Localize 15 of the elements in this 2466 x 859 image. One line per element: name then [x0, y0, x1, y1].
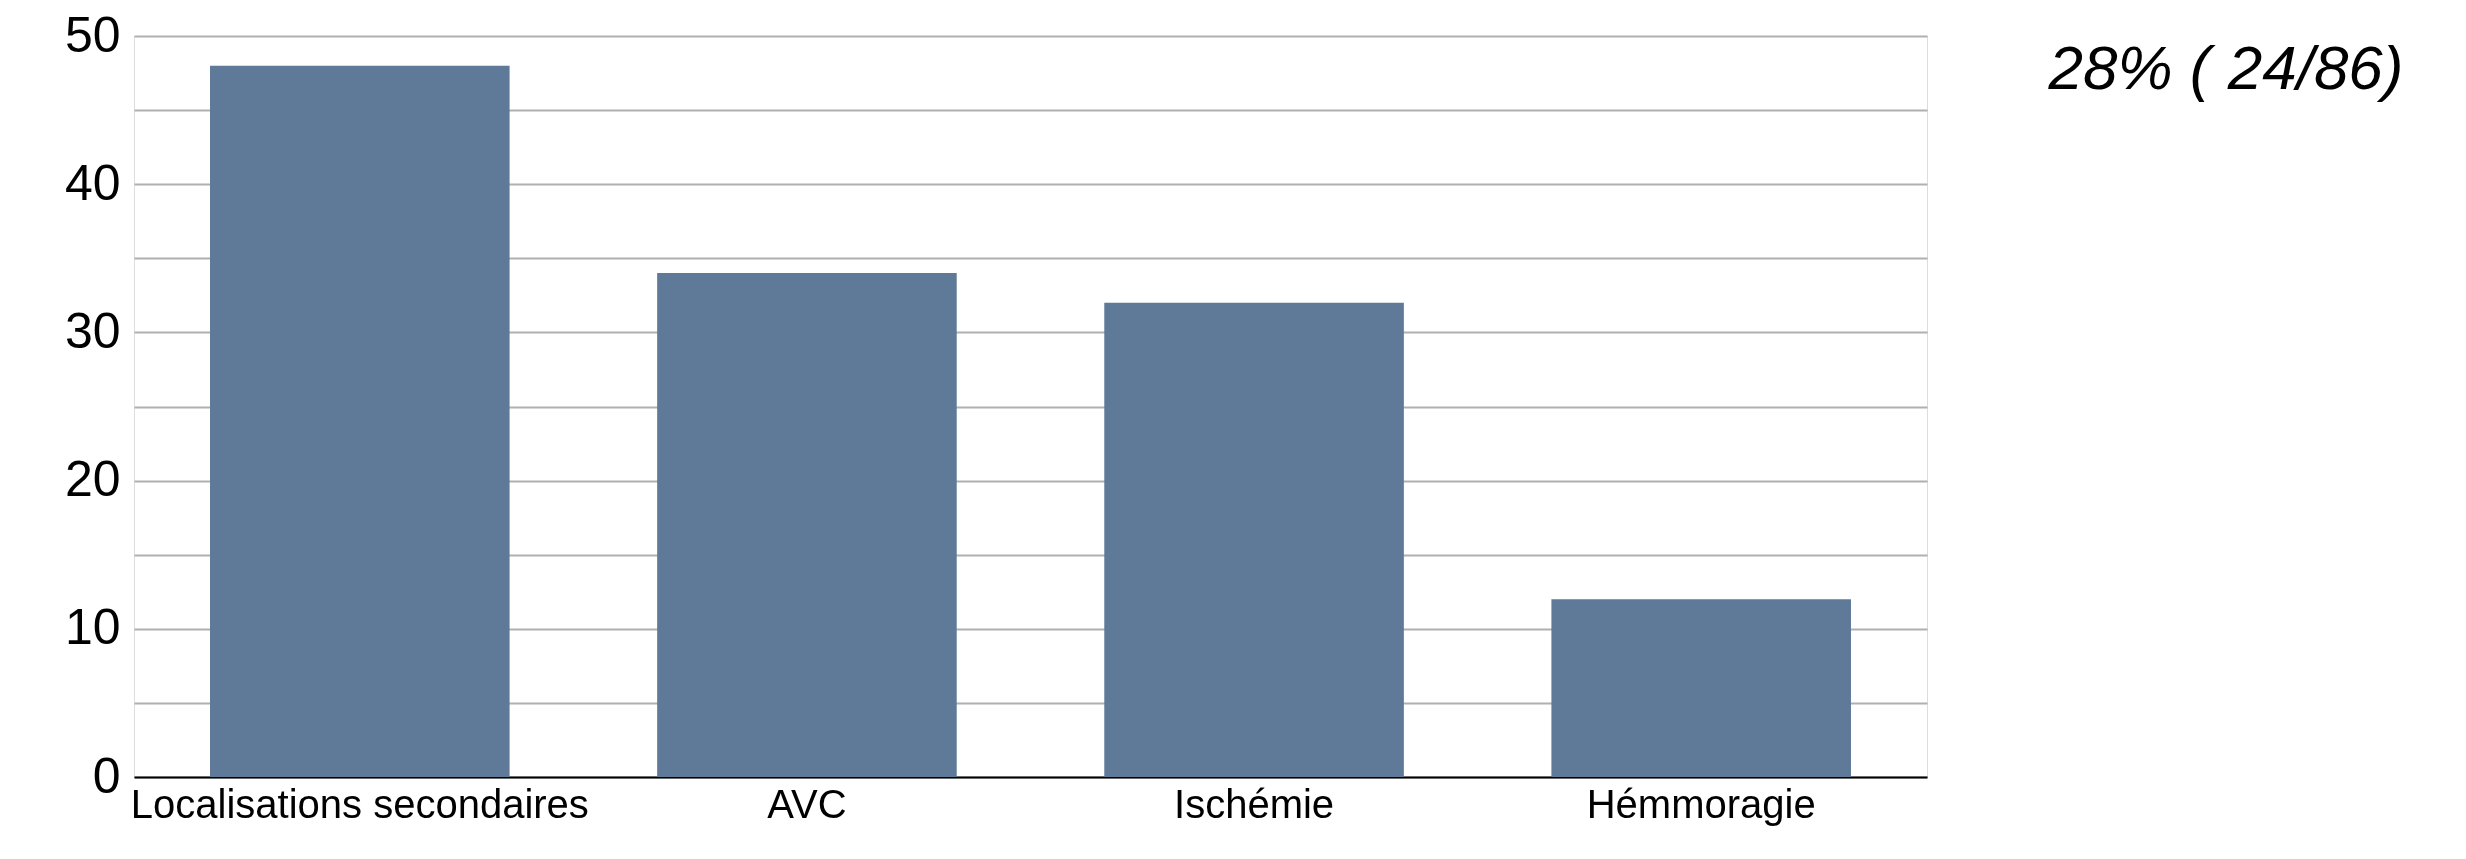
x-tick-label: Localisations secondaires — [130, 781, 589, 826]
y-tick-label: 30 — [64, 302, 121, 359]
text: 28% ( 24/86) — [2047, 33, 2404, 102]
bar — [1104, 302, 1404, 777]
x-tick-label: Ischémie — [1174, 781, 1335, 826]
bar — [210, 65, 510, 777]
y-tick-label: 20 — [64, 451, 121, 508]
y-tick-label: 50 — [64, 6, 121, 63]
y-tick-label: 40 — [64, 154, 121, 211]
x-tick-label: AVC — [767, 781, 847, 826]
x-tick-label: Hémmoragie — [1586, 781, 1816, 826]
bar — [657, 273, 957, 777]
y-tick-label: 0 — [92, 747, 121, 804]
y-tick-label: 10 — [64, 599, 121, 656]
bar — [1551, 599, 1851, 777]
